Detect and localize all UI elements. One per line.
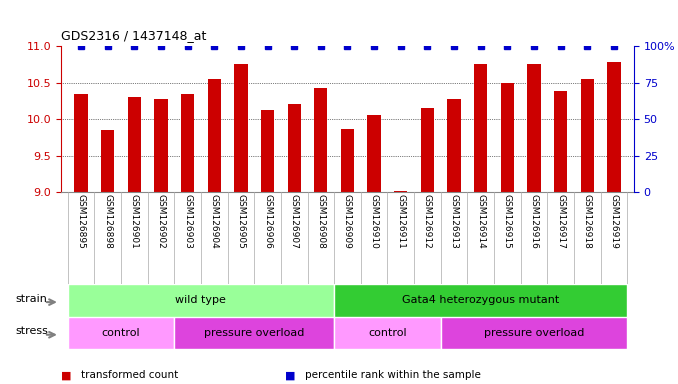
Bar [75,94,87,192]
Text: ■: ■ [285,370,295,380]
Bar [68,317,174,349]
Text: pressure overload: pressure overload [204,328,304,338]
Text: GSM126895: GSM126895 [77,194,85,249]
Text: GSM126898: GSM126898 [103,194,112,249]
Bar [334,317,441,349]
Bar [234,64,247,192]
Bar [174,317,334,349]
Text: wild type: wild type [176,295,226,306]
Text: GSM126907: GSM126907 [290,194,299,249]
Text: control: control [368,328,407,338]
Bar [101,130,115,192]
Text: GSM126901: GSM126901 [129,194,139,249]
Text: stress: stress [15,326,48,336]
Bar [447,99,461,192]
Text: GSM126917: GSM126917 [556,194,565,249]
Text: GSM126918: GSM126918 [583,194,592,249]
Text: GSM126910: GSM126910 [370,194,378,249]
Text: GDS2316 / 1437148_at: GDS2316 / 1437148_at [61,29,206,42]
Text: GSM126902: GSM126902 [157,194,165,248]
Text: GSM126916: GSM126916 [530,194,538,249]
Bar [421,108,434,192]
Bar [394,191,407,192]
Text: GSM126904: GSM126904 [210,194,219,248]
Text: GSM126906: GSM126906 [263,194,272,249]
Text: GSM126911: GSM126911 [396,194,405,249]
Bar [554,91,567,192]
Bar [474,64,487,192]
Text: percentile rank within the sample: percentile rank within the sample [305,370,481,380]
Text: strain: strain [15,294,47,304]
Text: pressure overload: pressure overload [484,328,584,338]
Bar [580,79,594,192]
Text: control: control [102,328,140,338]
Text: GSM126914: GSM126914 [476,194,485,248]
Bar [314,88,327,192]
Bar [207,79,221,192]
Text: Gata4 heterozygous mutant: Gata4 heterozygous mutant [402,295,559,306]
Bar [181,94,195,192]
Bar [287,104,301,192]
Text: GSM126909: GSM126909 [343,194,352,249]
Bar [127,97,141,192]
Bar [68,284,334,317]
Text: GSM126912: GSM126912 [423,194,432,248]
Bar [155,99,167,192]
Text: transformed count: transformed count [81,370,178,380]
Bar [500,83,514,192]
Bar [261,110,274,192]
Bar [441,317,627,349]
Text: GSM126908: GSM126908 [317,194,325,249]
Text: GSM126905: GSM126905 [237,194,245,249]
Text: GSM126913: GSM126913 [450,194,458,249]
Text: ■: ■ [61,370,71,380]
Bar [527,64,540,192]
Bar [367,115,381,192]
Text: GSM126903: GSM126903 [183,194,192,249]
Bar [334,284,627,317]
Text: GSM126919: GSM126919 [610,194,618,249]
Bar [607,62,620,192]
Bar [341,129,354,192]
Text: GSM126915: GSM126915 [503,194,512,249]
